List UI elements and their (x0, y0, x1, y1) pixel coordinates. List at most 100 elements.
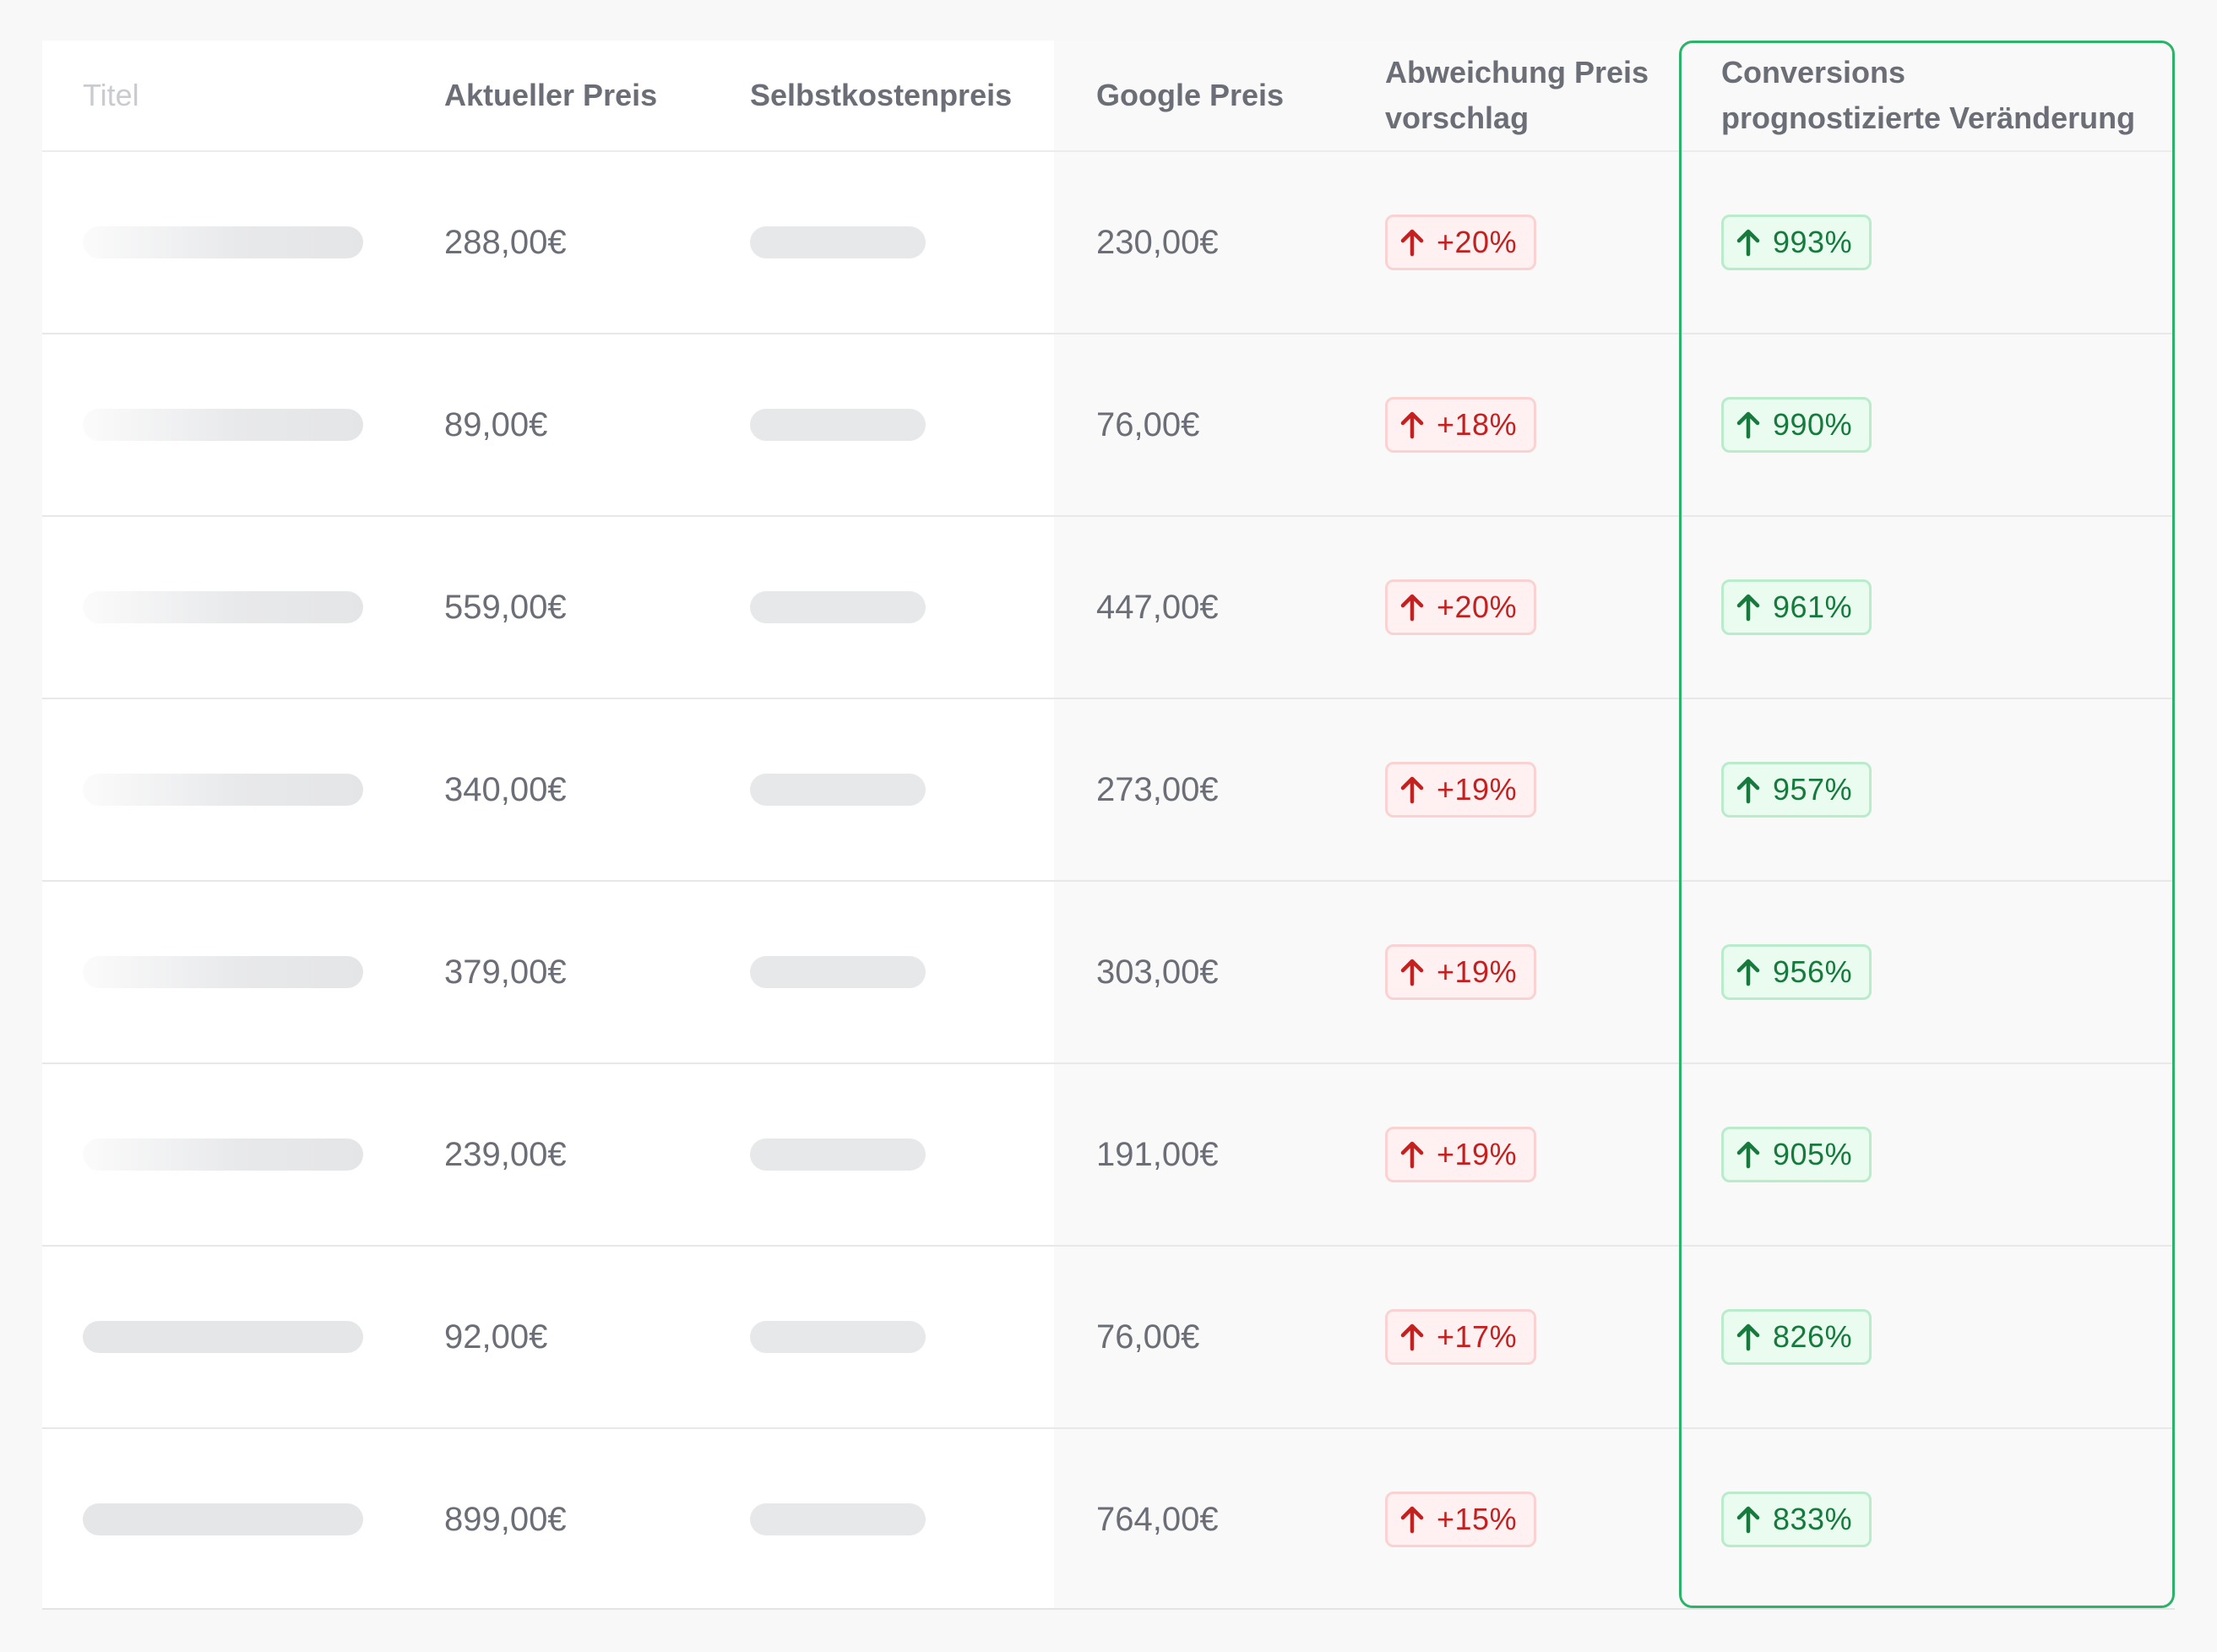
current-price-cell: 89,00€ (444, 334, 547, 515)
table-row[interactable]: 559,00€ 447,00€ +20% 961% (42, 517, 2175, 699)
conversion-change-badge: 905% (1721, 1127, 1872, 1182)
current-price-cell: 92,00€ (444, 1247, 547, 1427)
title-cell (83, 1064, 363, 1245)
conversion-change-badge: 826% (1721, 1309, 1872, 1365)
title-skeleton-placeholder (83, 956, 363, 988)
arrow-up-icon (1400, 776, 1424, 804)
title-skeleton-placeholder (83, 226, 363, 258)
conversion-change-badge: 961% (1721, 579, 1872, 635)
conversion-change-value: 956% (1773, 954, 1853, 989)
conversion-change-cell: 990% (1721, 334, 1872, 515)
deviation-value: +15% (1437, 1502, 1518, 1536)
cost-price-skeleton-placeholder (750, 956, 926, 988)
google-price-value: 76,00€ (1096, 405, 1200, 443)
google-price-value: 303,00€ (1096, 953, 1219, 991)
google-price-cell: 303,00€ (1096, 882, 1219, 1062)
conversion-change-value: 990% (1773, 407, 1853, 442)
table-row[interactable]: 92,00€ 76,00€ +17% 826% (42, 1247, 2175, 1429)
cost-price-skeleton-placeholder (750, 591, 926, 623)
arrow-up-icon (1736, 1323, 1760, 1351)
column-header-current-price[interactable]: Aktueller Preis (444, 78, 658, 112)
conversion-change-badge: 956% (1721, 944, 1872, 1000)
conversion-change-cell: 993% (1721, 152, 1872, 333)
title-cell (83, 882, 363, 1062)
conversion-change-badge: 993% (1721, 215, 1872, 270)
google-price-value: 273,00€ (1096, 770, 1219, 808)
cost-price-skeleton-placeholder (750, 1321, 926, 1353)
arrow-up-icon (1736, 411, 1760, 439)
conversion-change-badge: 957% (1721, 762, 1872, 818)
column-header-google-price[interactable]: Google Preis (1096, 78, 1285, 112)
arrow-up-icon (1736, 229, 1760, 257)
table-body: 288,00€ 230,00€ +20% 993% (42, 152, 2175, 1610)
deviation-value: +18% (1437, 407, 1518, 442)
deviation-badge: +19% (1385, 944, 1537, 1000)
title-cell (83, 1247, 363, 1427)
current-price-cell: 340,00€ (444, 699, 567, 880)
table-row[interactable]: 899,00€ 764,00€ +15% 833% (42, 1429, 2175, 1610)
table-row[interactable]: 239,00€ 191,00€ +19% 905% (42, 1064, 2175, 1247)
conversion-change-badge: 833% (1721, 1492, 1872, 1547)
google-price-value: 230,00€ (1096, 223, 1219, 261)
price-table: Titel Aktueller Preis Selbstkostenpreis … (42, 41, 2175, 1610)
table-bottom-divider (42, 1608, 2175, 1610)
google-price-cell: 76,00€ (1096, 1247, 1199, 1427)
deviation-value: +19% (1437, 954, 1518, 989)
column-header-conversions-line2: prognostizierte Veränderung (1721, 101, 2136, 135)
conversion-change-value: 833% (1773, 1502, 1853, 1536)
cost-price-skeleton-placeholder (750, 1138, 926, 1171)
column-header-conversions-line1: Conversions (1721, 55, 1906, 90)
column-header-cost-price[interactable]: Selbstkostenpreis (750, 78, 1013, 112)
title-skeleton-placeholder (83, 591, 363, 623)
title-skeleton-placeholder (83, 1321, 363, 1353)
table-row[interactable]: 288,00€ 230,00€ +20% 993% (42, 152, 2175, 334)
deviation-cell: +19% (1385, 882, 1537, 1062)
cost-price-cell (750, 1429, 926, 1610)
table-row[interactable]: 379,00€ 303,00€ +19% 956% (42, 882, 2175, 1064)
google-price-cell: 191,00€ (1096, 1064, 1219, 1245)
conversion-change-cell: 961% (1721, 517, 1872, 698)
cost-price-cell (750, 152, 926, 333)
current-price-value: 379,00€ (444, 953, 567, 991)
deviation-value: +20% (1437, 590, 1518, 624)
cost-price-skeleton-placeholder (750, 1503, 926, 1535)
deviation-badge: +19% (1385, 1127, 1537, 1182)
google-price-value: 76,00€ (1096, 1318, 1200, 1356)
google-price-value: 191,00€ (1096, 1135, 1219, 1173)
column-header-conversions[interactable]: Conversions prognostizierte Veränderung (1721, 41, 2135, 150)
arrow-up-icon (1736, 776, 1760, 804)
google-price-cell: 273,00€ (1096, 699, 1219, 880)
column-header-title[interactable]: Titel (83, 78, 139, 112)
arrow-up-icon (1400, 594, 1424, 622)
deviation-badge: +17% (1385, 1309, 1537, 1365)
deviation-badge: +18% (1385, 397, 1537, 453)
current-price-value: 899,00€ (444, 1500, 567, 1538)
deviation-value: +20% (1437, 225, 1518, 259)
deviation-cell: +18% (1385, 334, 1537, 515)
deviation-badge: +20% (1385, 579, 1537, 635)
current-price-value: 288,00€ (444, 223, 567, 261)
arrow-up-icon (1400, 229, 1424, 257)
table-row[interactable]: 340,00€ 273,00€ +19% 957% (42, 699, 2175, 882)
deviation-cell: +20% (1385, 517, 1537, 698)
conversion-change-cell: 826% (1721, 1247, 1872, 1427)
deviation-cell: +17% (1385, 1247, 1537, 1427)
current-price-cell: 379,00€ (444, 882, 567, 1062)
conversion-change-value: 905% (1773, 1137, 1853, 1171)
column-header-deviation[interactable]: Abweichung Preis vorschlag (1385, 41, 1649, 150)
title-skeleton-placeholder (83, 409, 363, 441)
cost-price-cell (750, 1247, 926, 1427)
table-header: Titel Aktueller Preis Selbstkostenpreis … (42, 41, 2175, 152)
current-price-cell: 559,00€ (444, 517, 567, 698)
deviation-cell: +15% (1385, 1429, 1537, 1610)
conversion-change-cell: 957% (1721, 699, 1872, 880)
google-price-cell: 230,00€ (1096, 152, 1219, 333)
deviation-value: +17% (1437, 1319, 1518, 1354)
conversion-change-value: 993% (1773, 225, 1853, 259)
deviation-value: +19% (1437, 1137, 1518, 1171)
deviation-badge: +19% (1385, 762, 1537, 818)
table-row[interactable]: 89,00€ 76,00€ +18% 990% (42, 334, 2175, 517)
arrow-up-icon (1736, 959, 1760, 986)
conversion-change-cell: 905% (1721, 1064, 1872, 1245)
conversion-change-cell: 833% (1721, 1429, 1872, 1610)
